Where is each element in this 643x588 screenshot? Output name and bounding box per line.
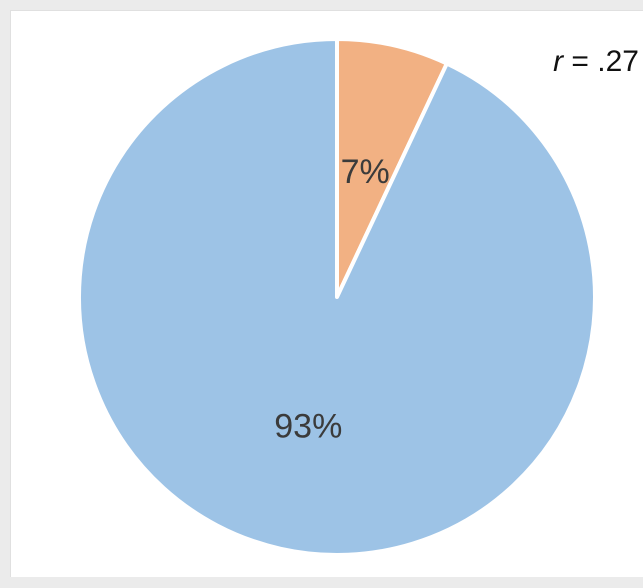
slice-label-2: 93% — [274, 407, 342, 445]
correlation-annotation: r = .27 — [553, 45, 639, 79]
pie-chart: 7% 93% — [77, 37, 597, 557]
correlation-symbol: r — [553, 45, 564, 78]
chart-panel: 7% 93% r = .27 — [10, 10, 643, 577]
pie-slice-2 — [77, 37, 597, 557]
correlation-value: = .27 — [563, 45, 639, 78]
pie-slice-1 — [335, 37, 449, 299]
slice-label-1: 7% — [341, 153, 390, 191]
